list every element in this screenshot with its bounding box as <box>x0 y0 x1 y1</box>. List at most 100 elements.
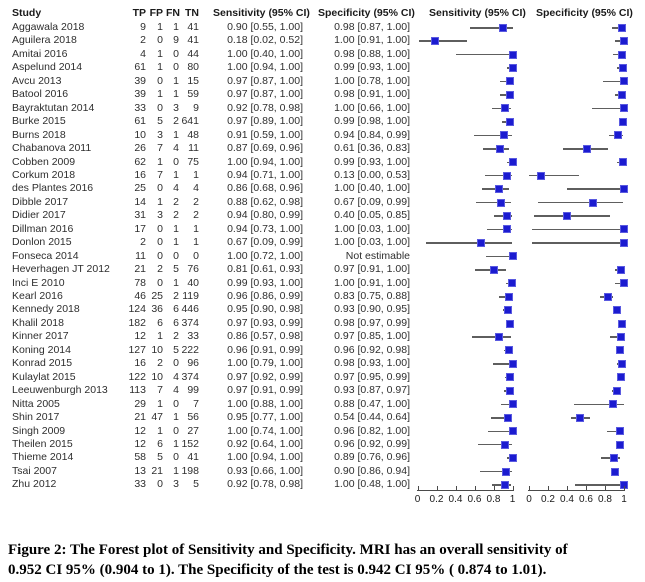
specificity-ci-text: 0.83 [0.75, 0.88] <box>334 290 410 302</box>
table-row: Donlon 2015 2 0 1 1 0.67 [0.09, 0.99] 1.00 [0.… <box>0 236 645 249</box>
sensitivity-ci-text: 0.94 [0.73, 1.00] <box>227 222 303 235</box>
axis-tick-label: 0.8 <box>486 494 501 505</box>
table-row: Koning 2014 127 10 5 222 0.96 [0.91, 0.99] 0.9… <box>0 344 645 357</box>
sensitivity-ci-text: 0.97 [0.87, 1.00] <box>227 74 303 87</box>
axis-tick-label: 0.4 <box>448 494 463 505</box>
specificity-point-marker <box>620 238 628 247</box>
tp-value: 12 <box>134 330 146 343</box>
sensitivity-ci-text: 0.97 [0.92, 0.99] <box>227 370 303 383</box>
sensitivity-ci-line <box>485 255 513 258</box>
axis-tick <box>529 486 530 491</box>
sensitivity-ci-line <box>473 134 513 137</box>
specificity-ci-text: 0.61 [0.36, 0.83] <box>334 142 410 155</box>
table-row: Theilen 2015 12 6 1 152 0.92 [0.64, 1.00] 0.96… <box>0 438 645 451</box>
sensitivity-ci-line <box>426 242 512 244</box>
sensitivity-point-marker <box>508 50 517 59</box>
fp-value: 1 <box>157 424 163 437</box>
specificity-ci-text: 0.99 [0.98, 1.00] <box>334 115 410 128</box>
specificity-point-marker <box>618 23 627 32</box>
sensitivity-ci-text: 0.97 [0.93, 0.99] <box>227 316 303 329</box>
specificity-point-marker <box>619 158 628 167</box>
specificity-point-marker <box>620 185 628 194</box>
study-name: Singh 2009 <box>12 424 66 437</box>
specificity-ci-text: 0.88 [0.47, 1.00] <box>334 397 410 410</box>
fp-value: 36 <box>151 303 163 316</box>
axis-tick-label: 0.4 <box>560 494 574 505</box>
fp-value: 10 <box>151 370 163 383</box>
sensitivity-ci-text: 0.67 [0.09, 0.99] <box>227 236 303 249</box>
sensitivity-ci-text: 1.00 [0.72, 1.00] <box>227 249 303 262</box>
specificity-ci-text: 0.98 [0.91, 1.00] <box>334 88 410 101</box>
study-name: Zhu 2012 <box>12 478 57 491</box>
fp-value: 21 <box>151 464 163 477</box>
specificity-ci-text: 1.00 [0.03, 1.00] <box>334 236 410 249</box>
sensitivity-ci-line <box>493 215 512 217</box>
tp-value: 113 <box>129 384 146 397</box>
tp-value: 17 <box>134 222 146 235</box>
specificity-ci-text: 0.98 [0.87, 1.00] <box>334 21 410 33</box>
fn-value: 2 <box>173 330 179 343</box>
figure-caption-line2: 0.952 CI 95% (0.904 to 1). The Specifici… <box>8 562 547 578</box>
tn-value: 41 <box>187 34 199 47</box>
tn-value: 222 <box>181 343 199 356</box>
tp-value: 78 <box>134 276 146 289</box>
study-name: Fonseca 2014 <box>12 249 79 262</box>
sensitivity-point-marker <box>508 359 517 368</box>
fp-value: 3 <box>157 128 163 141</box>
sensitivity-point-marker <box>505 319 514 328</box>
specificity-point-marker <box>613 306 622 315</box>
fp-value: 7 <box>157 142 163 155</box>
table-row: Aggawala 2018 9 1 1 41 0.90 [0.55, 1.00] 0.98 … <box>0 21 645 34</box>
specificity-ci-line <box>609 336 624 338</box>
specificity-ci-line <box>533 215 610 217</box>
table-row: Aspelund 2014 61 1 0 80 1.00 [0.94, 1.00] 0.99… <box>0 61 645 74</box>
sensitivity-ci-text: 0.91 [0.59, 1.00] <box>227 128 303 141</box>
tp-value: 26 <box>134 142 146 155</box>
fn-value: 0 <box>173 47 179 60</box>
specificity-ci-text: 0.97 [0.91, 1.00] <box>334 263 410 276</box>
sensitivity-ci-line <box>484 174 513 177</box>
fp-value: 7 <box>157 168 163 181</box>
table-row: Cobben 2009 62 1 0 75 1.00 [0.94, 1.00] 0.99 [… <box>0 156 645 169</box>
tn-value: 198 <box>181 464 199 477</box>
column-header-sensitivity-ci: Sensitivity (95% CI) <box>213 7 310 19</box>
study-name: Cobben 2009 <box>12 155 76 168</box>
fp-value: 0 <box>157 249 163 262</box>
specificity-point-marker <box>617 333 626 342</box>
specificity-ci-text: 0.93 [0.87, 0.97] <box>334 384 410 397</box>
tp-value: 12 <box>134 424 146 437</box>
study-name: Shin 2017 <box>12 411 60 424</box>
tp-value: 61 <box>134 115 146 128</box>
fn-value: 1 <box>173 21 179 33</box>
study-name: des Plantes 2016 <box>12 182 94 195</box>
tn-value: 33 <box>187 330 199 343</box>
axis-tick <box>417 486 419 491</box>
sensitivity-ci-text: 0.97 [0.89, 1.00] <box>227 115 303 128</box>
specificity-ci-line <box>537 201 624 204</box>
specificity-ci-line <box>574 484 624 486</box>
fp-value: 0 <box>157 222 163 235</box>
fn-value: 0 <box>173 61 179 74</box>
axis-tick <box>474 486 476 491</box>
sensitivity-point-marker <box>504 346 513 355</box>
specificity-ci-text: 1.00 [0.66, 1.00] <box>334 101 410 114</box>
fn-value: 4 <box>173 142 179 155</box>
sensitivity-ci-line <box>471 336 511 338</box>
specificity-ci-text: 0.94 [0.84, 0.99] <box>334 128 410 141</box>
specificity-ci-line <box>573 403 624 406</box>
fn-value: 6 <box>173 316 179 329</box>
fn-value: 0 <box>173 249 179 262</box>
sensitivity-point-marker <box>500 480 509 489</box>
specificity-ci-line <box>606 430 624 432</box>
fn-value: 2 <box>173 195 179 208</box>
table-row: Didier 2017 31 3 2 2 0.94 [0.80, 0.99] 0.40 [0… <box>0 209 645 222</box>
study-name: Dillman 2016 <box>12 222 74 235</box>
axis-tick-label: 0.6 <box>467 494 482 505</box>
sensitivity-point-marker <box>502 171 511 180</box>
specificity-ci-text: 0.90 [0.86, 0.94] <box>334 464 410 477</box>
table-row: Kennedy 2018 124 36 6 446 0.95 [0.90, 0.98] 0.… <box>0 303 645 316</box>
fn-value: 5 <box>173 343 179 356</box>
sensitivity-point-marker <box>496 144 505 153</box>
axis-tick <box>493 486 495 491</box>
